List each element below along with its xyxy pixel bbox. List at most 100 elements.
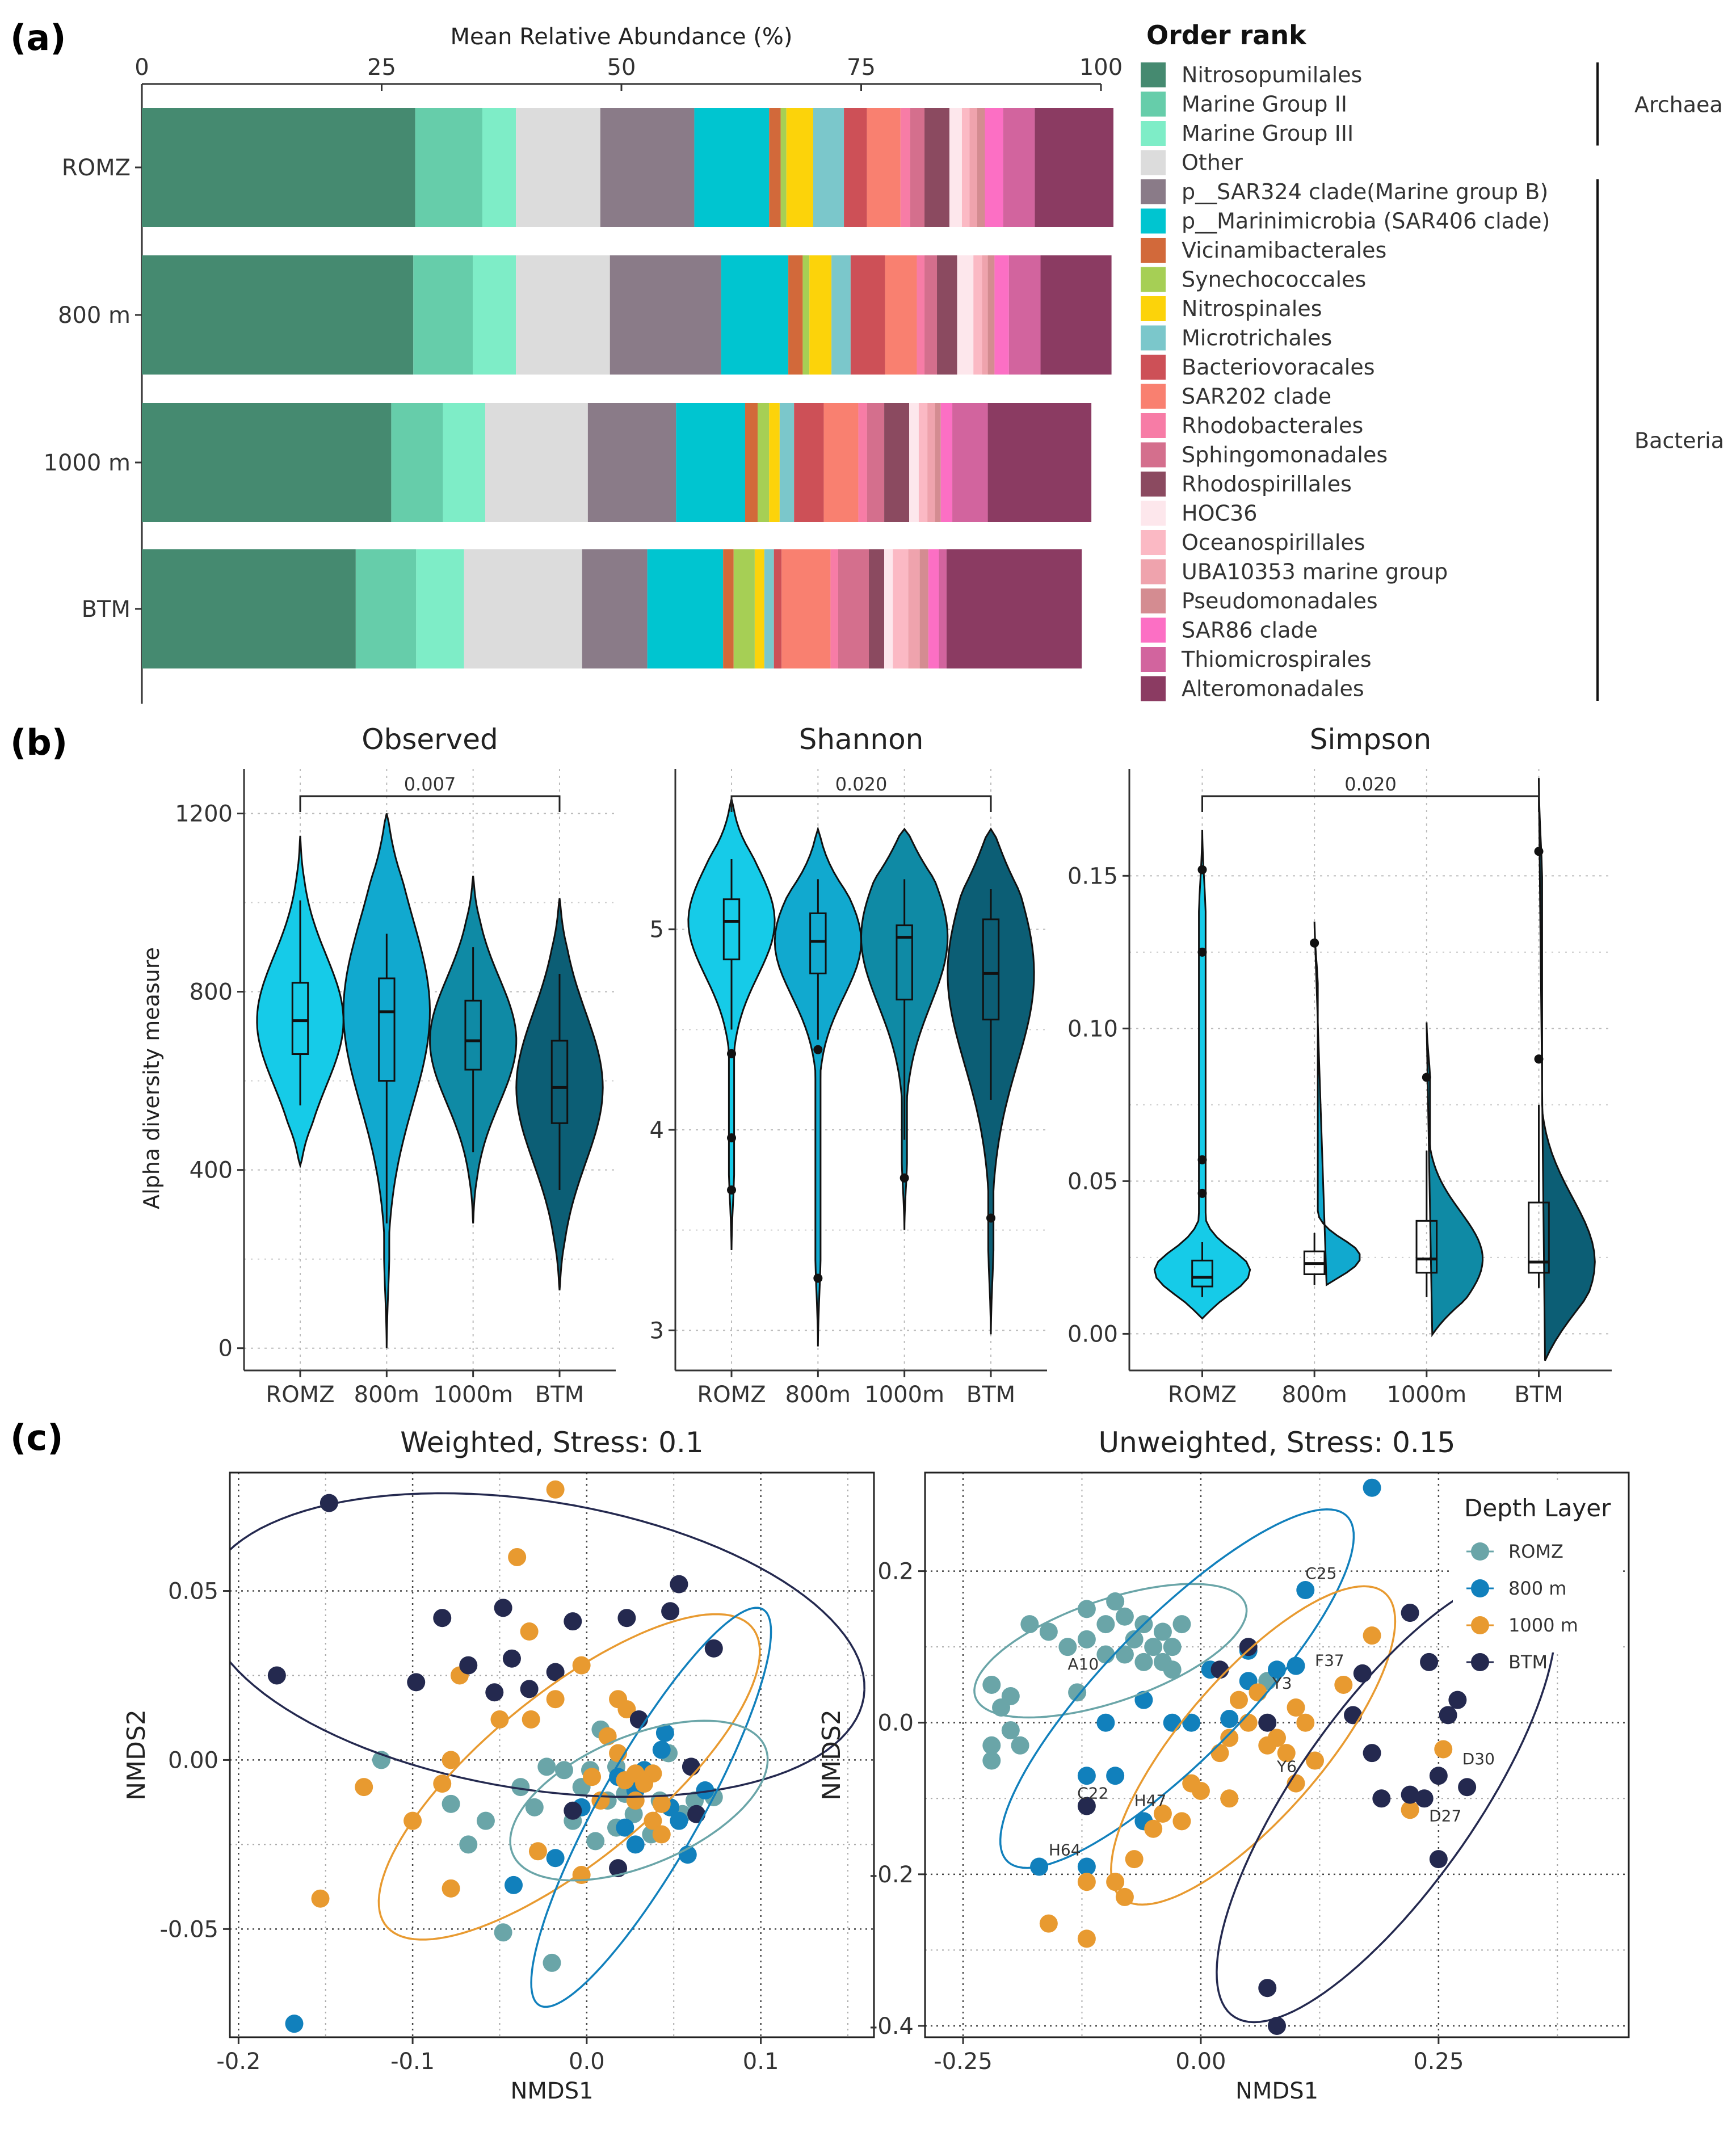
data-point	[1163, 1713, 1182, 1732]
data-point	[1401, 1604, 1419, 1622]
legend-label: Oceanospirillales	[1182, 530, 1365, 555]
data-point	[1401, 1785, 1419, 1804]
data-point	[525, 1798, 544, 1816]
data-point	[624, 1805, 643, 1823]
legend-swatch	[1141, 296, 1166, 321]
data-point	[1096, 1645, 1115, 1664]
bar-row	[142, 403, 1092, 522]
data-point	[609, 1859, 628, 1878]
bar-segment	[927, 403, 935, 522]
bar-segment	[949, 108, 962, 227]
bar-segment	[961, 108, 970, 227]
data-point	[433, 1609, 452, 1628]
data-point	[442, 1751, 460, 1769]
data-point	[1296, 1713, 1315, 1732]
violin-body	[256, 835, 344, 1169]
confidence-ellipse	[377, 1613, 761, 1941]
bar-segment	[443, 403, 486, 522]
bar-segment	[769, 403, 780, 522]
outlier-point	[813, 1045, 823, 1054]
bar-segment	[838, 549, 869, 668]
data-point	[682, 1757, 700, 1776]
bar-segment	[694, 108, 770, 227]
x-tick-label: 0.00	[1175, 2049, 1226, 2075]
bar-segment	[473, 255, 516, 375]
legend-label: Alteromonadales	[1182, 676, 1364, 701]
legend-swatch	[1141, 267, 1166, 292]
bar-segment	[1040, 255, 1112, 375]
x-tick-label: 1000m	[433, 1382, 513, 1408]
legend-swatch	[1141, 442, 1166, 468]
data-point	[1144, 1638, 1163, 1656]
data-point	[1001, 1687, 1020, 1705]
violin-body	[1313, 921, 1361, 1286]
point-annotation: F37	[1315, 1651, 1344, 1670]
y-tick-label: -0.4	[869, 2013, 914, 2040]
nmds-plots: Weighted, Stress: 0.1 NMDS1 NMDS2 -0.2 -0.1 0…	[122, 1426, 1630, 2104]
outlier-point	[1197, 947, 1207, 957]
group-label: Bacteria	[1634, 428, 1724, 453]
data-point	[1220, 1789, 1239, 1808]
p-value-label: 0.020	[1344, 773, 1397, 795]
data-point	[459, 1656, 478, 1675]
legend-key-point	[1471, 1542, 1489, 1561]
x-tick-label: 800m	[785, 1382, 851, 1408]
y-tick-label: 1000 m	[44, 450, 131, 476]
data-point	[598, 1727, 617, 1746]
bar-segment	[977, 108, 985, 227]
box	[464, 999, 482, 1071]
confidence-ellipse	[999, 1508, 1355, 1869]
legend-swatch	[1141, 91, 1166, 117]
confidence-ellipse	[973, 1583, 1248, 1719]
y-tick-label: 5	[650, 917, 664, 943]
bar-segment	[413, 255, 473, 375]
data-point	[1220, 1729, 1239, 1747]
data-point	[1353, 1664, 1372, 1683]
legend-swatch	[1141, 208, 1166, 234]
data-point	[1058, 1638, 1077, 1656]
box	[1528, 1201, 1550, 1274]
confidence-ellipse	[230, 1492, 865, 1798]
data-point	[1372, 1789, 1391, 1808]
data-point	[520, 1622, 539, 1641]
legend-label: Vicinamibacterales	[1182, 238, 1386, 263]
legend-swatch	[1141, 647, 1166, 672]
x-tick-label: 800m	[1282, 1382, 1347, 1408]
bar-segment	[900, 108, 910, 227]
chart-title: Mean Relative Abundance (%)	[451, 24, 793, 50]
x-axis-label: NMDS1	[510, 2078, 593, 2104]
x-tick-label: BTM	[1514, 1382, 1563, 1408]
data-point	[1001, 1721, 1020, 1740]
violin-body	[1153, 830, 1251, 1320]
legend-label: BTM	[1508, 1651, 1548, 1673]
data-point	[1039, 1914, 1058, 1933]
bar-segment	[142, 255, 414, 375]
violin-facet: Observed 0 400 800 1200 ROMZ 800m 1000m BTM 0.007	[175, 723, 616, 1408]
bar-segment	[937, 255, 957, 375]
data-point	[485, 1683, 504, 1702]
data-point	[546, 1663, 565, 1681]
scatter-plot: Unweighted, Stress: 0.15 NMDS1 NMDS2 -0.25 0…	[817, 1426, 1630, 2104]
legend-swatch	[1141, 617, 1166, 643]
bar-row	[142, 255, 1112, 375]
data-point	[655, 1723, 674, 1742]
outlier-point	[899, 1173, 909, 1183]
bar-segment	[831, 255, 851, 375]
data-point	[546, 1849, 565, 1868]
violin-chart: Alpha diversity measure Observed 0 400 800 1…	[139, 723, 1612, 1408]
legend-label: Pseudomonadales	[1182, 588, 1378, 613]
group-label: Archaea	[1634, 92, 1723, 117]
bar-segment	[745, 403, 758, 522]
data-point	[1239, 1713, 1258, 1732]
y-tick-label: 800 m	[58, 302, 131, 329]
violin-body	[774, 826, 863, 1347]
legend-label: HOC36	[1182, 501, 1257, 526]
legend-swatch	[1141, 530, 1166, 555]
outlier-point	[1310, 938, 1319, 948]
bar-row	[142, 549, 1082, 668]
plot-area	[230, 1480, 865, 2033]
legend-label: 800 m	[1508, 1578, 1566, 1599]
data-point	[1258, 1979, 1277, 1998]
bar-segment	[780, 108, 787, 227]
legend-key-point	[1471, 1579, 1489, 1597]
